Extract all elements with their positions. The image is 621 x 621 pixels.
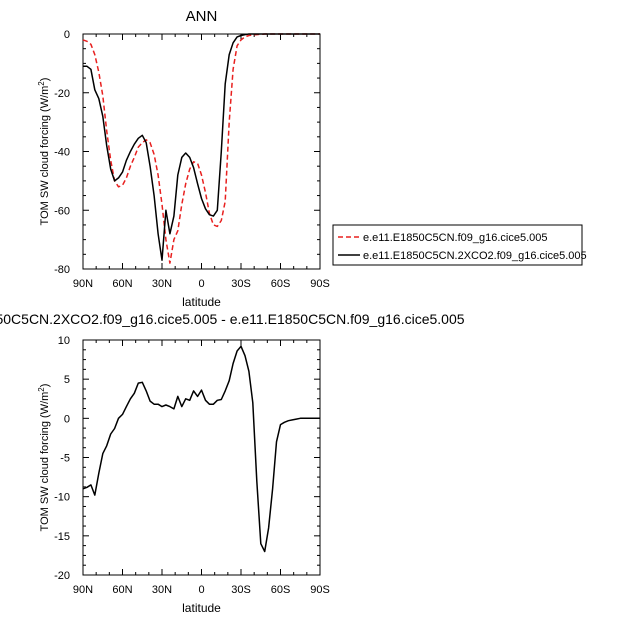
legend-label-2xco2: e.e11.E1850C5CN.2XCO2.f09_g16.cice5.005 [363, 250, 587, 262]
bottom-y-tick-label: -20 [54, 570, 70, 582]
top-plot-frame [82, 33, 321, 270]
bottom-y-tick-label: -10 [54, 492, 70, 504]
bottom-x-tick-label: 0 [198, 584, 204, 596]
top-x-tick-label: 30N [152, 278, 172, 290]
top-y-axis-label: TOM SW cloud forcing (W/m2) [37, 78, 51, 226]
top-y-tick-label: -40 [54, 147, 70, 159]
bottom-y-tick-label: 0 [64, 413, 70, 425]
bottom-y-tick-label: 10 [58, 335, 70, 347]
bottom-plot-frame [82, 339, 321, 576]
top-tick-marks: 90N 60N 30N 0 30S 60S 90S 0 -20 -40 -60 -80 [54, 29, 330, 290]
bottom-x-tick-label: 90N [73, 584, 93, 596]
top-series-line-0 [82, 33, 320, 264]
top-series-lines [82, 33, 320, 264]
bottom-tick-marks: 90N 60N 30N 0 30S 60S 90S 10 5 0 -5 -10 -15 -20 [54, 335, 330, 596]
top-x-tick-label: 60N [112, 278, 132, 290]
top-x-tick-label: 90S [310, 278, 330, 290]
top-x-tick-label: 90N [73, 278, 93, 290]
bottom-series-line-0 [82, 345, 320, 553]
top-x-tick-label: 60S [271, 278, 291, 290]
bottom-x-axis-label: latitude [182, 601, 221, 615]
top-panel-title: ANN [186, 8, 218, 25]
top-y-tick-label: -80 [54, 264, 70, 276]
top-x-axis-label: latitude [182, 295, 221, 309]
top-series-line-1 [83, 33, 320, 261]
top-panel: ANN 90N 60N 30N 0 30S 60S 90S 0 -20 -40 -60 -80 lat… [37, 8, 330, 309]
bottom-x-tick-label: 60S [271, 584, 291, 596]
bottom-y-tick-label: -15 [54, 531, 70, 543]
legend: e.e11.E1850C5CN.f09_g16.cice5.005 e.e11.… [332, 224, 587, 266]
bottom-panel: 50C5CN.2XCO2.f09_g16.cice5.005 - e.e11.E… [0, 311, 465, 615]
bottom-x-tick-label: 30S [231, 584, 251, 596]
top-x-tick-label: 0 [198, 278, 204, 290]
bottom-x-tick-label: 30N [152, 584, 172, 596]
top-y-tick-label: 0 [64, 29, 70, 41]
legend-label-control: e.e11.E1850C5CN.f09_g16.cice5.005 [363, 232, 548, 244]
bottom-y-axis-label: TOM SW cloud forcing (W/m2) [37, 384, 51, 532]
top-x-tick-label: 30S [231, 278, 251, 290]
bottom-panel-title: 50C5CN.2XCO2.f09_g16.cice5.005 - e.e11.E… [0, 311, 465, 327]
top-y-tick-label: -20 [54, 88, 70, 100]
bottom-x-tick-label: 90S [310, 584, 330, 596]
bottom-x-tick-label: 60N [112, 584, 132, 596]
legend-box [332, 224, 583, 266]
top-y-tick-label: -60 [54, 205, 70, 217]
bottom-series-lines [82, 345, 320, 553]
bottom-y-tick-label: -5 [60, 453, 70, 465]
bottom-y-tick-label: 5 [64, 374, 70, 386]
